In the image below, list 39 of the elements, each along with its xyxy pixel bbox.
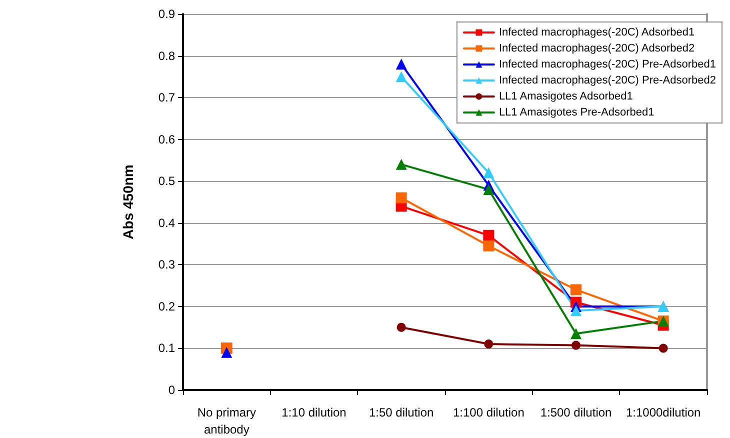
point <box>396 322 406 332</box>
x-tick-label: 1:100 dilution <box>452 406 524 420</box>
y-tick-label: 0.4 <box>158 216 176 230</box>
point <box>396 158 407 170</box>
y-tick-label: 0.6 <box>158 132 176 146</box>
point <box>572 340 580 350</box>
point <box>396 58 407 70</box>
x-tick-label: No primary antibody <box>197 406 256 436</box>
legend-label: Infected macrophages(-20C) Adsorbed2 <box>498 42 695 54</box>
y-tick-label: 0.9 <box>158 7 176 21</box>
point <box>483 167 494 178</box>
point <box>483 184 494 195</box>
point <box>483 240 494 252</box>
point <box>221 346 232 358</box>
point <box>483 230 494 241</box>
legend-label: LL1 Amasigotes Adsorbed1 <box>498 90 633 102</box>
legend-label: LL1 Amasigotes Pre-Adsorbed1 <box>498 106 654 118</box>
x-tick-label: 1:10 dilution <box>282 406 346 420</box>
point <box>570 284 582 296</box>
point <box>396 192 407 204</box>
point <box>658 344 668 353</box>
y-tick-label: 0.3 <box>158 258 176 272</box>
x-tick-label: 1:50 dilution <box>368 406 434 420</box>
legend-label: Infected macrophages(-20C) Pre-Adsorbed1 <box>498 58 716 70</box>
y-tick-label: 0.7 <box>158 90 176 105</box>
y-tick-label: 0.1 <box>158 341 176 356</box>
y-tick-label: 0.8 <box>158 48 176 63</box>
y-tick-label: 0.5 <box>158 174 176 188</box>
y-tick-label: 0.2 <box>158 299 176 314</box>
point <box>396 71 407 82</box>
point <box>570 305 582 316</box>
x-tick-label: 1:1000dilution <box>626 406 701 420</box>
legend-label: Infected macrophages(-20C) Adsorbed1 <box>498 26 695 38</box>
point <box>570 328 582 340</box>
point <box>484 340 494 349</box>
y-tick-label: 0 <box>168 383 176 397</box>
legend-label: Infected macrophages(-20C) Pre-Adsorbed2 <box>498 74 716 86</box>
y-axis-title: Abs 450nm <box>120 164 136 240</box>
x-tick-label: 1:500 dilution <box>540 406 612 420</box>
